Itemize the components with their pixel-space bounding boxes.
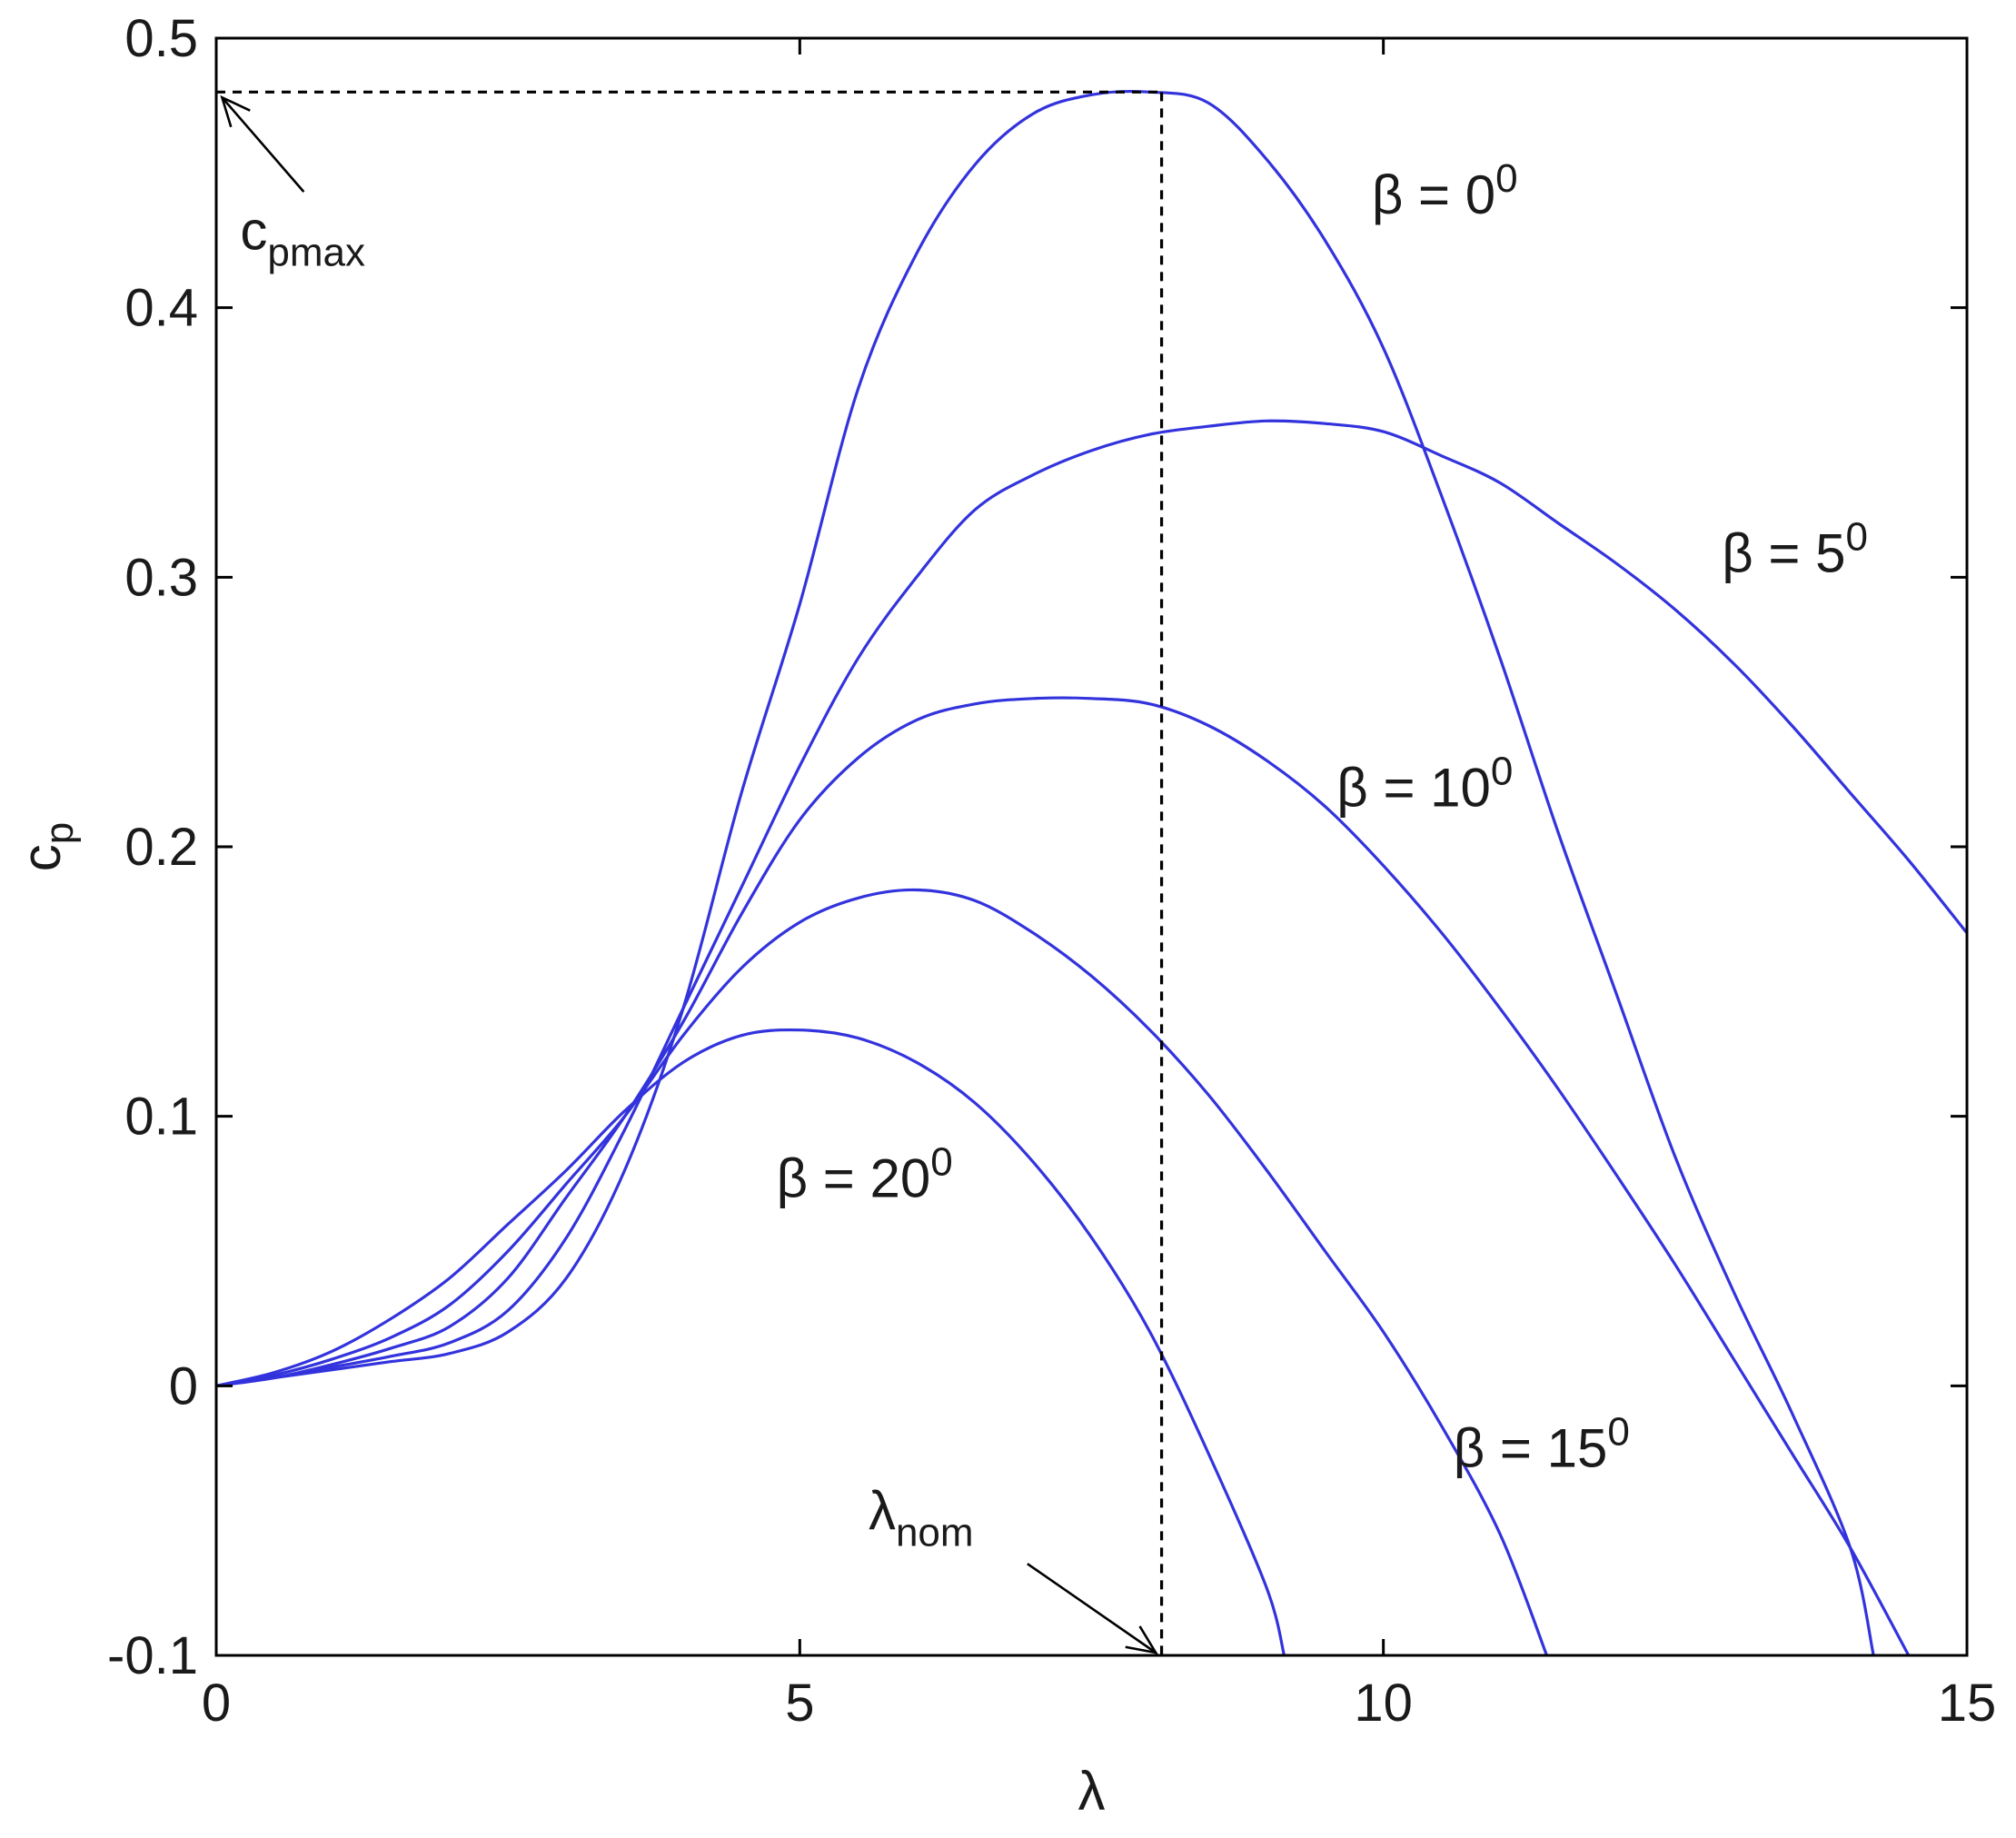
- axis-ticks: 0 5 10 15-0.100.10.20.30.40.5: [107, 9, 1996, 1733]
- series-line-beta-0: [216, 89, 1875, 1655]
- plot-frame: [214, 36, 1969, 1657]
- y-axis-title-main: c: [11, 844, 72, 871]
- series-line-beta-20: [216, 1028, 1286, 1655]
- reference-lines: [216, 90, 1164, 1655]
- lambda-nom-arrowhead: [1125, 1625, 1158, 1654]
- y-tick-label: 0.4: [124, 279, 198, 338]
- series-layer: [216, 89, 1967, 1655]
- x-tick-label: 0: [202, 1674, 231, 1733]
- y-tick-label: 0: [169, 1356, 198, 1416]
- series-label-beta-15: β = 150: [1454, 1409, 1630, 1478]
- x-axis-title: λ: [1078, 1761, 1106, 1822]
- y-tick-label: -0.1: [107, 1626, 198, 1685]
- series-label-beta-0: β = 00: [1372, 156, 1518, 225]
- annotations: cpmax λnom: [220, 94, 1158, 1654]
- series-labels: β = 00 β = 50 β = 100 β = 150 β = 200: [777, 156, 1868, 1479]
- x-tick-label: 5: [785, 1674, 814, 1733]
- y-tick-label: 0.2: [124, 818, 198, 877]
- y-axis-title-sub: p: [37, 822, 82, 844]
- lambda-nom-label: λnom: [869, 1481, 974, 1555]
- y-tick-label: 0.1: [124, 1088, 198, 1147]
- cpmax-label: cpmax: [240, 201, 365, 275]
- cpmax-arrowhead: [220, 94, 251, 128]
- x-tick-label: 10: [1354, 1674, 1413, 1733]
- series-line-beta-10: [216, 696, 1911, 1655]
- series-label-beta-10: β = 100: [1336, 750, 1513, 819]
- series-label-beta-5: β = 50: [1722, 514, 1868, 583]
- y-axis-title: cp: [11, 822, 82, 871]
- y-tick-label: 0.3: [124, 548, 198, 607]
- lambda-nom-arrow: [1027, 1563, 1157, 1654]
- series-label-beta-20: β = 200: [777, 1140, 953, 1209]
- y-tick-label: 0.5: [124, 9, 198, 68]
- series-line-beta-15: [216, 888, 1548, 1655]
- series-line-beta-5: [216, 419, 1967, 1387]
- cpmax-arrow: [221, 96, 305, 193]
- x-tick-label: 15: [1938, 1674, 1997, 1733]
